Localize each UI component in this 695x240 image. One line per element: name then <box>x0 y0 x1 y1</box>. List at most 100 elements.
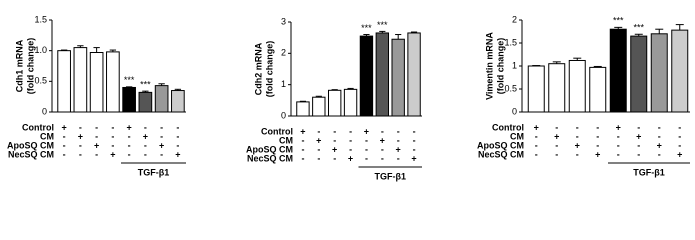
treatment-label: Control <box>22 122 54 132</box>
treatment-sign: + <box>126 122 131 132</box>
bar <box>650 33 668 113</box>
treatment-label: NecSQ CM <box>8 149 54 159</box>
treatment-sign: - <box>397 135 400 145</box>
treatment-sign: - <box>535 140 538 150</box>
treatment-sign: - <box>79 149 82 159</box>
y-tick-label: 0 <box>512 106 517 116</box>
treatment-sign: - <box>535 131 538 141</box>
treatment-sign: - <box>576 122 579 132</box>
treatment-sign: - <box>596 140 599 150</box>
treatment-sign: - <box>144 122 147 132</box>
treatment-sign: + <box>143 131 148 141</box>
bar <box>154 85 169 113</box>
bar <box>343 88 358 117</box>
treatment-sign: + <box>411 153 416 163</box>
treatment-sign: - <box>576 131 579 141</box>
treatment-sign: - <box>637 149 640 159</box>
treatment-sign: - <box>637 140 640 150</box>
treatment-sign: + <box>364 126 369 136</box>
treatment-sign: + <box>616 122 621 132</box>
treatment-sign: + <box>78 131 83 141</box>
treatment-sign: - <box>176 140 179 150</box>
treatment-sign: - <box>365 135 368 145</box>
bar <box>106 51 120 113</box>
treatment-label: NecSQ CM <box>247 153 293 163</box>
treatment-sign: - <box>349 144 352 154</box>
treatment-sign: + <box>300 126 305 136</box>
treatment-label: ApoSQ CM <box>477 140 524 150</box>
treatment-sign: - <box>535 149 538 159</box>
treatment-sign: + <box>595 149 600 159</box>
bar <box>568 59 586 113</box>
significance-label: *** <box>633 23 644 33</box>
treatment-sign: - <box>111 140 114 150</box>
treatment-sign: - <box>95 149 98 159</box>
significance-label: *** <box>361 23 372 33</box>
group-label: TGF-β1 <box>138 167 170 177</box>
treatment-sign: - <box>63 149 66 159</box>
treatment-sign: - <box>79 140 82 150</box>
treatment-sign: - <box>397 126 400 136</box>
treatment-sign: - <box>658 131 661 141</box>
bar <box>171 90 185 113</box>
treatment-sign: - <box>413 135 416 145</box>
treatment-sign: - <box>658 122 661 132</box>
treatment-sign: - <box>365 144 368 154</box>
treatment-sign: - <box>658 149 661 159</box>
treatment-sign: - <box>317 126 320 136</box>
bar <box>407 32 421 117</box>
treatment-sign: + <box>657 140 662 150</box>
treatment-sign: + <box>534 122 539 132</box>
bar <box>57 50 71 113</box>
treatment-sign: - <box>678 131 681 141</box>
y-axis-label: Vimentin mRNA <box>484 32 494 100</box>
treatment-sign: - <box>333 135 336 145</box>
group-label: TGF-β1 <box>633 167 665 177</box>
bar <box>138 91 153 113</box>
treatment-sign: - <box>95 131 98 141</box>
treatment-sign: - <box>381 144 384 154</box>
treatment-sign: - <box>333 126 336 136</box>
treatment-sign: - <box>349 126 352 136</box>
treatment-sign: - <box>678 122 681 132</box>
treatment-sign: + <box>175 149 180 159</box>
bar <box>89 52 104 113</box>
significance-label: *** <box>377 20 388 30</box>
y-axis-label: Cdh2 mRNA <box>253 42 263 95</box>
treatment-sign: - <box>63 131 66 141</box>
y-tick-label: 1.5 <box>504 37 517 47</box>
treatment-label: ApoSQ CM <box>246 144 293 154</box>
treatment-sign: - <box>317 144 320 154</box>
treatment-label: CM <box>40 131 54 141</box>
bar <box>312 96 326 117</box>
y-axis-label: (fold change) <box>495 38 505 95</box>
treatment-sign: + <box>316 135 321 145</box>
treatment-sign: - <box>63 140 66 150</box>
treatment-sign: - <box>397 153 400 163</box>
treatment-sign: + <box>110 149 115 159</box>
treatment-sign: - <box>381 153 384 163</box>
treatment-sign: - <box>637 122 640 132</box>
y-axis-label: Cdh1 mRNA <box>14 39 24 92</box>
treatment-sign: + <box>636 131 641 141</box>
treatment-sign: + <box>575 140 580 150</box>
treatment-sign: - <box>95 122 98 132</box>
treatment-sign: + <box>61 122 66 132</box>
significance-label: *** <box>140 80 151 90</box>
bar <box>391 38 405 117</box>
bar <box>359 35 374 117</box>
bar <box>548 63 566 113</box>
bar <box>73 47 88 113</box>
treatment-sign: - <box>176 122 179 132</box>
treatment-sign: - <box>555 149 558 159</box>
y-tick-label: 2 <box>281 48 286 58</box>
treatment-sign: - <box>413 126 416 136</box>
treatment-sign: - <box>128 131 131 141</box>
treatment-label: Control <box>492 122 524 132</box>
treatment-sign: - <box>144 140 147 150</box>
bar <box>671 29 689 113</box>
figure: Cdh1 mRNA (fold change)00.51.01.5+----+--… <box>7 14 690 181</box>
treatment-sign: - <box>301 144 304 154</box>
treatment-sign: - <box>596 131 599 141</box>
treatment-sign: - <box>333 153 336 163</box>
